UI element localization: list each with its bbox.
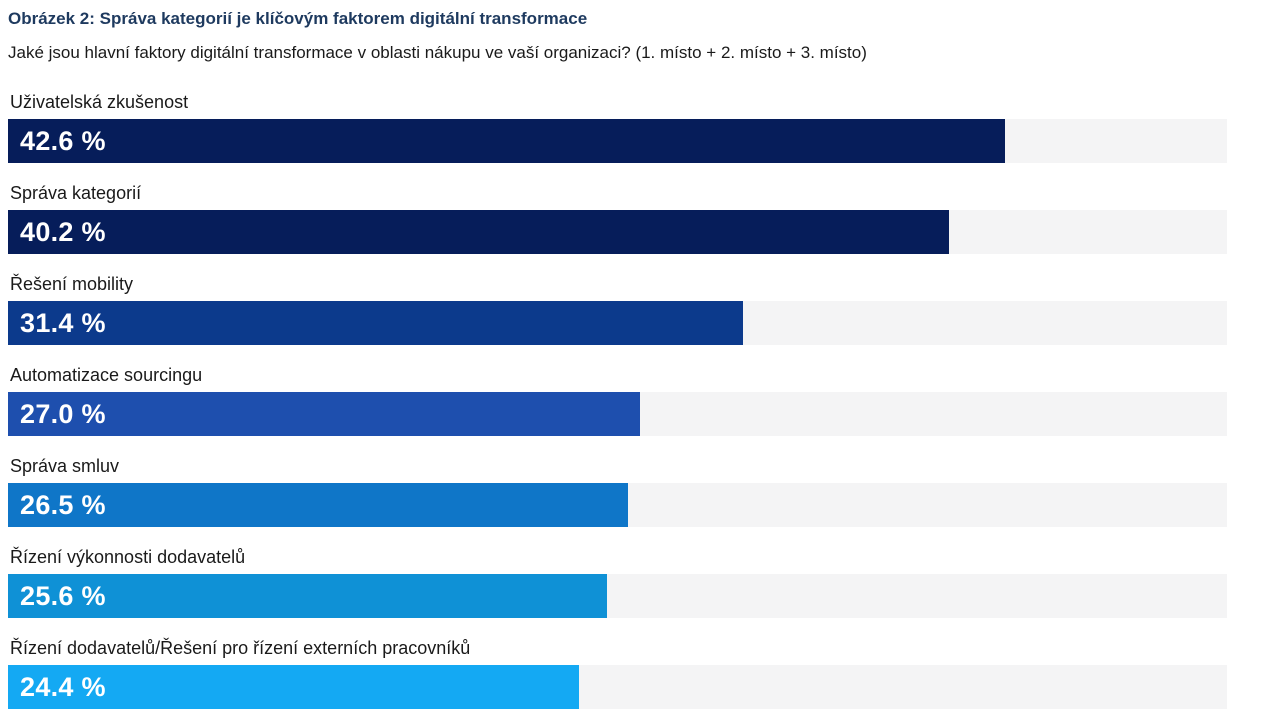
bar-row: Řízení výkonnosti dodavatelů 25.6 % — [8, 546, 1227, 618]
bar-value-label: 26.5 % — [20, 489, 106, 520]
bar-fill: 40.2 % — [8, 210, 949, 254]
bar-track: 40.2 % — [8, 210, 1227, 254]
bar-category-label: Správa smluv — [10, 456, 120, 476]
bar-value-label: 42.6 % — [20, 125, 106, 156]
bar-fill: 26.5 % — [8, 483, 629, 527]
figure-subtitle: Jaké jsou hlavní faktory digitální trans… — [8, 43, 867, 62]
bar-row: Řešení mobility 31.4 % — [8, 273, 1227, 345]
bar-row: Správa smluv 26.5 % — [8, 455, 1227, 527]
bar-category-label: Automatizace sourcingu — [10, 365, 203, 385]
bar-fill: 31.4 % — [8, 301, 743, 345]
bar-category-label: Řízení dodavatelů/Řešení pro řízení exte… — [10, 638, 471, 658]
bar-category-label: Řízení výkonnosti dodavatelů — [10, 547, 246, 567]
bar-category-label: Správa kategorií — [10, 183, 142, 203]
bar-fill: 42.6 % — [8, 119, 1005, 163]
bar-fill: 27.0 % — [8, 392, 640, 436]
bar-chart: Uživatelská zkušenost 42.6 % Správa kate… — [8, 91, 1227, 720]
figure-header: Obrázek 2: Správa kategorií je klíčovým … — [8, 8, 1240, 64]
bar-track: 27.0 % — [8, 392, 1227, 436]
bar-fill: 25.6 % — [8, 574, 607, 618]
bar-track: 42.6 % — [8, 119, 1227, 163]
bar-track: 31.4 % — [8, 301, 1227, 345]
figure-title: Obrázek 2: Správa kategorií je klíčovým … — [8, 9, 588, 28]
bar-track: 24.4 % — [8, 665, 1227, 709]
bar-fill: 24.4 % — [8, 665, 579, 709]
bar-row: Uživatelská zkušenost 42.6 % — [8, 91, 1227, 163]
bar-value-label: 40.2 % — [20, 216, 106, 247]
bar-track: 25.6 % — [8, 574, 1227, 618]
bar-row: Správa kategorií 40.2 % — [8, 182, 1227, 254]
bar-value-label: 27.0 % — [20, 398, 106, 429]
bar-value-label: 25.6 % — [20, 580, 106, 611]
bar-category-label: Řešení mobility — [10, 274, 134, 294]
bar-category-label: Uživatelská zkušenost — [10, 92, 189, 112]
bar-row: Automatizace sourcingu 27.0 % — [8, 364, 1227, 436]
bar-value-label: 24.4 % — [20, 671, 106, 702]
bar-value-label: 31.4 % — [20, 307, 106, 338]
bar-track: 26.5 % — [8, 483, 1227, 527]
bar-row: Řízení dodavatelů/Řešení pro řízení exte… — [8, 637, 1227, 709]
